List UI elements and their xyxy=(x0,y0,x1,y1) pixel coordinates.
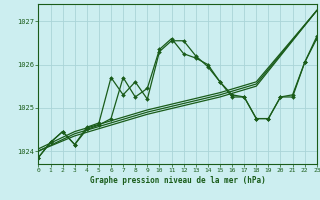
X-axis label: Graphe pression niveau de la mer (hPa): Graphe pression niveau de la mer (hPa) xyxy=(90,176,266,185)
